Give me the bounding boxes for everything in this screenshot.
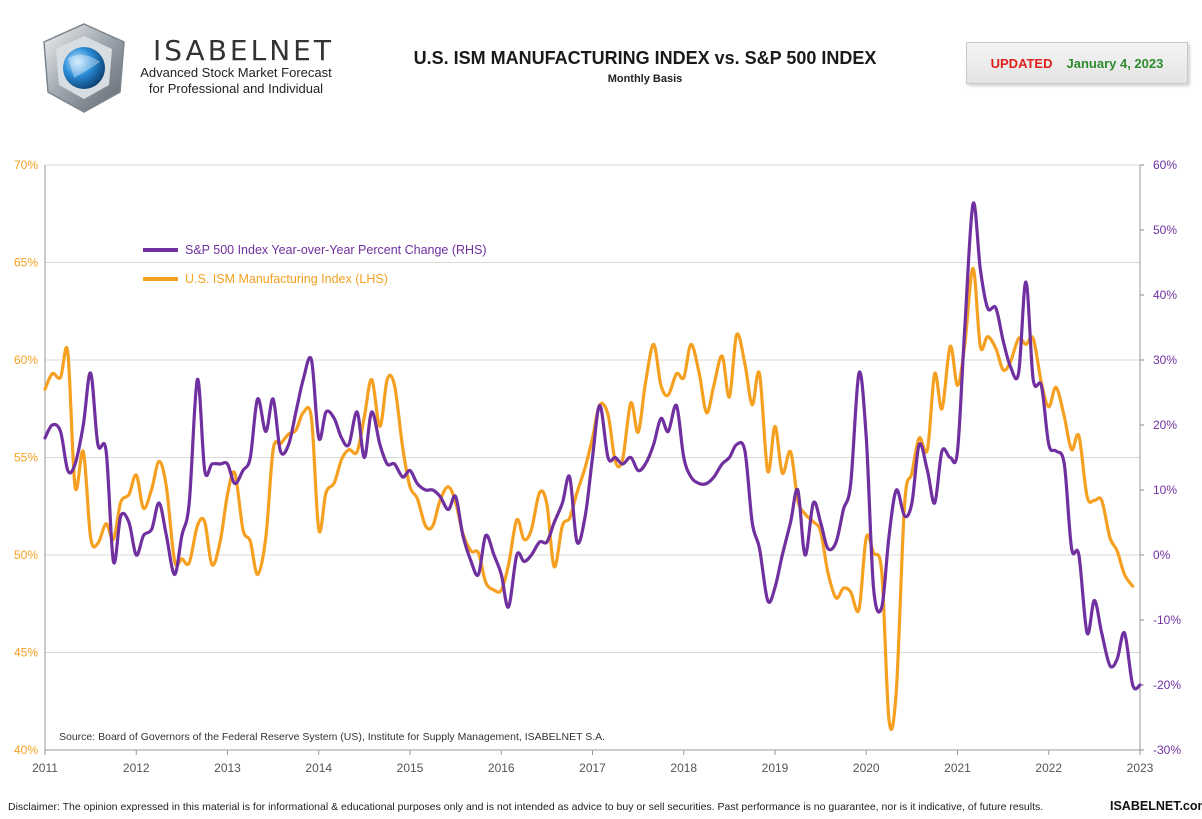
x-tick-label: 2014	[305, 761, 332, 775]
right-tick-label: 60%	[1153, 158, 1177, 172]
legend-label-ism: U.S. ISM Manufacturing Index (LHS)	[185, 272, 388, 286]
series-line-ism	[43, 266, 1135, 731]
left-axis: 40% 45% 50% 55% 60% 65% 70%	[14, 158, 46, 757]
chart: 40% 45% 50% 55% 60% 65% 70% -30% -20% -10% 0% 10% 2…	[14, 158, 1181, 775]
right-tick-label: 0%	[1153, 548, 1171, 562]
right-tick-label: -20%	[1153, 678, 1181, 692]
right-tick-label: 40%	[1153, 288, 1177, 302]
right-tick-label: -30%	[1153, 743, 1181, 757]
updated-label: UPDATED	[990, 55, 1053, 71]
left-tick-label: 40%	[14, 743, 38, 757]
updated-date: January 4, 2023	[1066, 55, 1164, 71]
left-tick-label: 60%	[14, 353, 38, 367]
legend: S&P 500 Index Year-over-Year Percent Cha…	[143, 243, 487, 286]
disclaimer: Disclaimer: The opinion expressed in thi…	[8, 801, 1044, 813]
left-tick-label: 50%	[14, 548, 38, 562]
legend-label-sp500: S&P 500 Index Year-over-Year Percent Cha…	[185, 243, 487, 257]
x-tick-label: 2021	[944, 761, 971, 775]
chart-subtitle: Monthly Basis	[607, 73, 683, 85]
brand-tagline: Advanced Stock Market Forecast for Profe…	[136, 65, 336, 97]
x-tick-label: 2022	[1035, 761, 1062, 775]
x-tick-label: 2020	[853, 761, 880, 775]
right-tick-label: 30%	[1153, 353, 1177, 367]
left-tick-label: 55%	[14, 451, 38, 465]
logo-mark-icon	[43, 23, 125, 113]
x-axis: 2011 2012 2013 2014 2015 2016 2017 2018 2019 2020…	[32, 749, 1154, 775]
chart-title: U.S. ISM MANUFACTURING INDEX vs. S&P 500…	[413, 48, 877, 68]
x-tick-label: 2011	[32, 761, 58, 775]
brand-name: ISABELNET	[153, 34, 334, 67]
right-tick-label: 50%	[1153, 223, 1177, 237]
series-line-sp500	[43, 201, 1142, 691]
x-tick-label: 2016	[488, 761, 515, 775]
x-tick-label: 2023	[1127, 761, 1154, 775]
logo: ISABELNET Advanced Stock Market Forecast…	[38, 22, 338, 122]
right-tick-label: 10%	[1153, 483, 1177, 497]
tagline-line-1: Advanced Stock Market Forecast	[140, 65, 332, 80]
tagline-line-2: for Professional and Individual	[148, 81, 324, 96]
updated-badge: UPDATED January 4, 2023	[966, 42, 1188, 84]
left-tick-label: 45%	[14, 646, 38, 660]
site-link[interactable]: ISABELNET.com	[1110, 799, 1202, 813]
x-tick-label: 2012	[123, 761, 150, 775]
left-tick-label: 70%	[14, 158, 38, 172]
series-layer	[43, 201, 1142, 731]
x-tick-label: 2015	[397, 761, 424, 775]
right-axis: -30% -20% -10% 0% 10% 20% 30% 40% 50% 60%	[1139, 158, 1181, 757]
right-tick-label: 20%	[1153, 418, 1177, 432]
x-tick-label: 2017	[579, 761, 606, 775]
source-note: Source: Board of Governors of the Federa…	[59, 731, 605, 743]
chart-title-block: U.S. ISM MANUFACTURING INDEX vs. S&P 500…	[350, 48, 940, 85]
x-tick-label: 2018	[670, 761, 697, 775]
right-tick-label: -10%	[1153, 613, 1181, 627]
left-tick-label: 65%	[14, 256, 38, 270]
x-tick-label: 2013	[214, 761, 241, 775]
x-tick-label: 2019	[762, 761, 789, 775]
